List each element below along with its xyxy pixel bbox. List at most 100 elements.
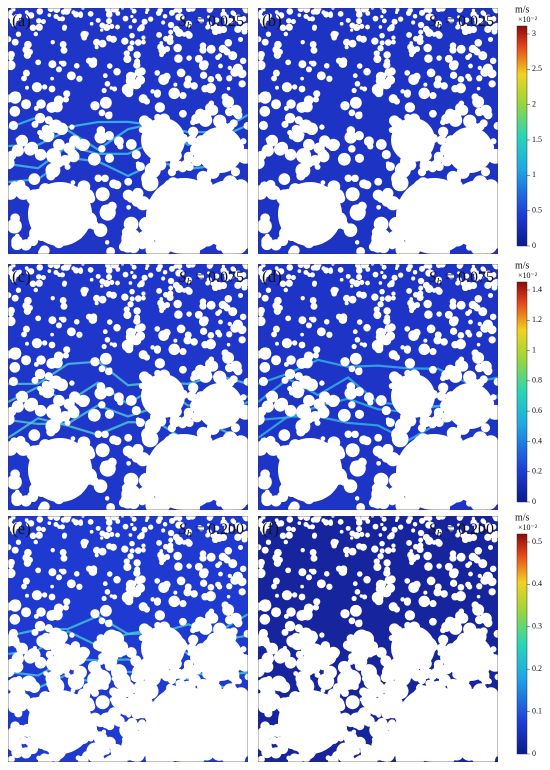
particle (380, 747, 395, 762)
particle (297, 8, 304, 12)
particle (331, 264, 335, 266)
particle (413, 291, 419, 298)
particle (312, 96, 319, 103)
particle (63, 90, 71, 98)
particle (340, 357, 350, 367)
particle (436, 669, 446, 679)
particle (303, 138, 315, 151)
particle (169, 415, 182, 428)
particle (345, 17, 351, 23)
particle (277, 268, 285, 275)
particle (135, 418, 145, 428)
particle (238, 588, 246, 596)
particle (34, 112, 46, 124)
particle (141, 118, 185, 162)
particle (440, 590, 448, 598)
particle (207, 271, 211, 275)
particle (341, 688, 349, 697)
particle (484, 14, 492, 22)
particle (173, 551, 182, 561)
particle (303, 412, 314, 424)
particle (67, 148, 78, 159)
colorbar-tick-label: 0 (532, 241, 536, 250)
particle (368, 646, 378, 657)
particle (487, 36, 494, 43)
particle (186, 55, 192, 61)
particle (440, 375, 446, 382)
particle (414, 302, 421, 308)
particle (406, 31, 413, 38)
particle (433, 336, 442, 345)
particle (198, 525, 205, 532)
particle (259, 614, 271, 625)
particle (36, 355, 46, 365)
particle (337, 671, 353, 688)
particle (131, 451, 143, 463)
particle (261, 238, 273, 251)
particle (124, 559, 129, 564)
particle (379, 264, 384, 266)
particle (240, 646, 247, 653)
particle (356, 274, 363, 281)
particle (11, 238, 23, 251)
particle (474, 546, 483, 555)
particle (186, 391, 197, 401)
particle (267, 269, 272, 274)
particle (296, 427, 306, 437)
particle (122, 271, 129, 278)
particle (53, 138, 65, 151)
particle (409, 549, 413, 553)
particle (112, 86, 118, 92)
particle (358, 647, 370, 659)
particle (227, 65, 232, 71)
particle (21, 99, 32, 110)
particle (188, 126, 199, 137)
particle (384, 566, 391, 573)
particle (465, 281, 474, 290)
particle (101, 729, 107, 735)
particle (258, 544, 262, 551)
particle (131, 707, 143, 720)
particle (362, 342, 368, 348)
particle (127, 45, 134, 52)
particle (150, 597, 155, 602)
particle (298, 60, 307, 69)
particle (224, 528, 229, 534)
particle (105, 519, 113, 526)
particle (99, 460, 116, 477)
particle (355, 8, 361, 13)
particle (90, 609, 100, 619)
particle (107, 111, 113, 117)
particle (141, 526, 148, 533)
particle (398, 272, 404, 278)
particle (50, 332, 54, 337)
particle (8, 731, 19, 744)
particle (270, 495, 282, 507)
particle (363, 516, 370, 520)
particle (400, 183, 407, 190)
particle (448, 369, 463, 383)
particle (230, 423, 241, 433)
particle (240, 23, 248, 31)
particle (287, 129, 293, 136)
particle (387, 26, 392, 32)
particle (163, 291, 169, 298)
particle (391, 427, 406, 442)
particle (492, 8, 498, 14)
particle (301, 101, 313, 113)
particle (303, 8, 311, 13)
particle (465, 562, 471, 568)
particle (63, 598, 71, 606)
particle (313, 598, 321, 606)
particle (377, 45, 384, 52)
particle (308, 60, 313, 65)
particle (133, 51, 141, 59)
particle (456, 552, 466, 562)
particle (185, 31, 193, 39)
particle (465, 533, 474, 542)
particle (208, 608, 215, 615)
particle (298, 593, 306, 601)
particle (11, 546, 19, 554)
particle (340, 101, 350, 111)
particle (391, 274, 398, 281)
